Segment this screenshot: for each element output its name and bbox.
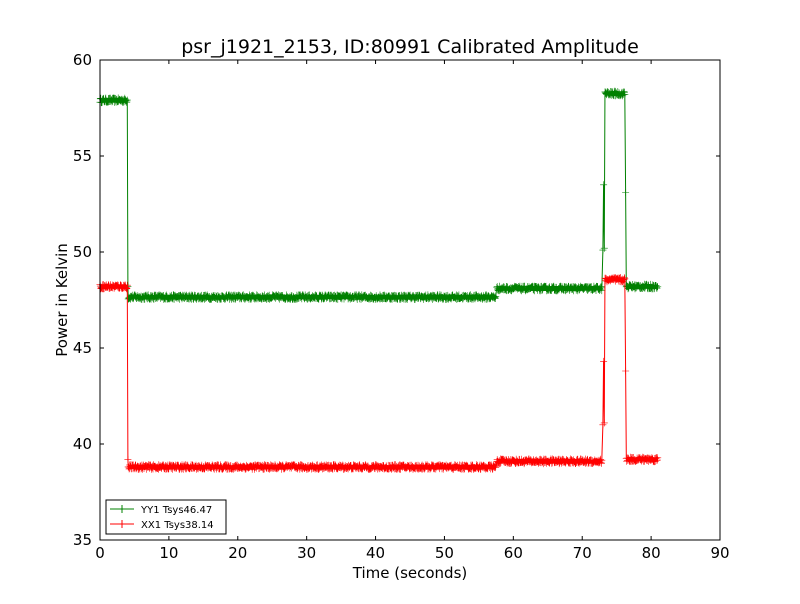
y-tick-label: 35: [73, 531, 92, 549]
x-tick-label: 80: [642, 544, 661, 562]
axis-ticks: 0 10 20 30 40 50 60 70 80 90 35 40 45 50 55 60: [73, 51, 730, 562]
chart-title: psr_j1921_2153, ID:80991 Calibrated Ampl…: [181, 36, 639, 58]
x-tick-label: 60: [504, 544, 523, 562]
legend-label-xx1: XX1 Tsys38.14: [141, 520, 214, 531]
legend-label-yy1: YY1 Tsys46.47: [140, 505, 212, 516]
y-tick-label: 50: [73, 243, 92, 261]
axes-frame: [99, 59, 721, 541]
plot-area: [96, 87, 662, 473]
x-tick-label: 20: [228, 544, 247, 562]
y-tick-label: 40: [73, 435, 92, 453]
x-tick-label: 10: [159, 544, 178, 562]
legend-box: [105, 499, 227, 535]
x-tick-label: 90: [710, 544, 729, 562]
x-tick-label: 40: [366, 544, 385, 562]
x-axis-label: Time (seconds): [352, 564, 468, 582]
x-tick-label: 50: [435, 544, 454, 562]
y-tick-label: 45: [73, 339, 92, 357]
x-tick-label: 30: [297, 544, 316, 562]
series-line-1: [99, 276, 659, 472]
series-line-0: [99, 89, 658, 302]
y-tick-label: 60: [73, 51, 92, 69]
series-markers-1: [96, 274, 662, 473]
x-tick-label: 70: [573, 544, 592, 562]
series-markers-0: [96, 87, 662, 303]
legend: YY1 Tsys46.47 XX1 Tsys38.14: [105, 499, 227, 535]
y-axis-label: Power in Kelvin: [53, 243, 71, 357]
x-tick-label: 0: [95, 544, 105, 562]
y-tick-label: 55: [73, 147, 92, 165]
